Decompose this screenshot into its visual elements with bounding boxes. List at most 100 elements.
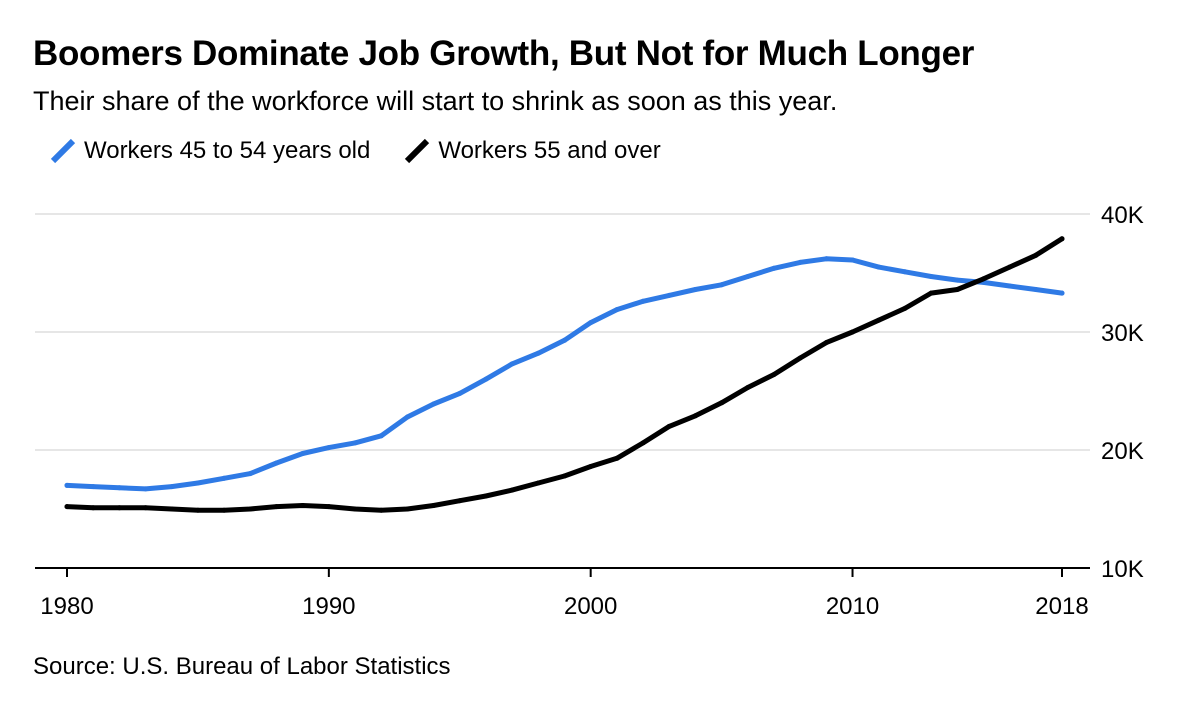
series-1-point-1983 <box>143 505 149 511</box>
series-1-point-2009 <box>823 340 829 346</box>
series-1-point-1993 <box>404 506 410 512</box>
series-0-point-2002 <box>640 298 646 304</box>
series-0-point-1983 <box>143 486 149 492</box>
series-1-point-2013 <box>928 290 934 296</box>
series-0-point-1986 <box>221 475 227 481</box>
series-0-point-1994 <box>431 401 437 407</box>
series-0-point-2010 <box>850 257 855 263</box>
series-1-point-2017 <box>1033 252 1039 258</box>
series-1-point-2005 <box>719 400 725 406</box>
series-1-point-2004 <box>692 413 698 419</box>
series-1-point-1981 <box>90 505 96 511</box>
legend-item-45-54: Workers 45 to 54 years old <box>50 137 370 165</box>
series-0-point-2007 <box>771 265 777 271</box>
series-1-point-2002 <box>640 440 646 446</box>
series-0-point-1985 <box>195 480 201 486</box>
series-1-point-1982 <box>116 505 122 511</box>
series-0-point-2005 <box>719 282 725 288</box>
y-tick-label-0: 40K <box>1101 202 1144 229</box>
series-1-point-1980 <box>64 504 70 510</box>
series-0-point-1984 <box>169 484 175 490</box>
series-0-point-2018 <box>1059 290 1065 296</box>
series-0-point-2008 <box>797 259 803 265</box>
series-1-point-2006 <box>745 385 751 390</box>
series-0-point-1981 <box>90 484 96 490</box>
axis-layer: 40K 30K 20K 10K 1980 1990 2000 2010 2018 <box>35 202 1144 620</box>
series-0-point-2006 <box>745 274 751 279</box>
series-1-point-1992 <box>378 507 384 513</box>
series-0-point-1990 <box>326 445 332 451</box>
series-1-point-1987 <box>247 506 253 512</box>
series-0-point-1997 <box>509 361 515 367</box>
series-0-point-2009 <box>823 256 829 262</box>
series-0-point-2013 <box>928 274 934 279</box>
series-0-point-1999 <box>562 337 567 343</box>
series-1-point-1986 <box>221 507 227 513</box>
series-0-point-2016 <box>1007 283 1013 289</box>
series-0-point-2011 <box>876 264 882 270</box>
series-1-point-1997 <box>509 487 515 493</box>
series-1-point-1994 <box>431 503 437 508</box>
series-0-point-1998 <box>535 350 541 356</box>
x-tick-label-4: 2018 <box>1035 593 1088 620</box>
y-tick-label-1: 30K <box>1101 320 1144 347</box>
series-1-point-2001 <box>614 455 620 461</box>
legend-item-55-over: Workers 55 and over <box>404 137 661 165</box>
legend-label-45-54: Workers 45 to 54 years old <box>84 137 371 164</box>
series-1-point-1988 <box>274 504 279 510</box>
grid-layer <box>35 213 1090 451</box>
series-0-point-1993 <box>404 414 410 420</box>
series-1-point-1990 <box>326 504 332 510</box>
chart-subtitle: Their share of the workforce will start … <box>33 86 838 116</box>
series-1-point-2018 <box>1059 236 1065 242</box>
series-0-point-2014 <box>954 277 960 283</box>
series-0-point-2017 <box>1033 287 1039 292</box>
series-1-point-2010 <box>850 329 855 335</box>
series-0-point-1987 <box>247 471 253 477</box>
series-0-point-2012 <box>902 269 908 275</box>
chart-source: Source: U.S. Bureau of Labor Statistics <box>33 653 451 680</box>
y-tick-label-3: 10K <box>1101 556 1144 583</box>
y-tick-label-2: 20K <box>1101 438 1144 465</box>
series-1-point-2014 <box>954 287 960 292</box>
series-0-point-2000 <box>588 320 594 326</box>
series-0-point-1989 <box>300 451 306 456</box>
series-0-point-1996 <box>483 376 489 382</box>
chart-title: Boomers Dominate Job Growth, But Not for… <box>33 34 975 73</box>
series-1-point-1985 <box>195 507 201 513</box>
series-0-point-1982 <box>116 485 122 491</box>
series-1-point-1989 <box>300 503 306 508</box>
series-1-point-2015 <box>980 276 986 282</box>
legend-swatch-55-over <box>405 138 430 164</box>
x-tick-label-1: 1990 <box>302 593 355 620</box>
series-1-point-2011 <box>876 317 882 323</box>
series-0-point-1992 <box>378 433 384 439</box>
series-1-point-2003 <box>666 423 672 429</box>
legend-label-55-over: Workers 55 and over <box>438 137 661 164</box>
x-tick-label-3: 2010 <box>826 593 879 620</box>
series-line-1 <box>64 236 1065 513</box>
series-0-point-2003 <box>666 292 672 298</box>
x-tick-label-2: 2000 <box>564 593 617 620</box>
chart-legend: Workers 45 to 54 years old Workers 55 an… <box>50 137 695 165</box>
series-line-0 <box>64 256 1065 492</box>
series-1-point-2012 <box>902 305 908 311</box>
series-1-point-1984 <box>169 506 175 512</box>
series-1-point-2008 <box>797 355 803 361</box>
series-layer <box>64 236 1065 513</box>
series-1-point-1996 <box>483 493 489 499</box>
series-1-point-2007 <box>771 372 777 377</box>
series-1-point-2000 <box>588 464 594 469</box>
series-1-point-1999 <box>562 473 567 479</box>
x-tick-label-0: 1980 <box>40 593 93 620</box>
series-1-point-1991 <box>352 506 358 512</box>
series-0-point-1991 <box>352 440 358 446</box>
series-1-point-2016 <box>1007 264 1013 270</box>
series-0-point-2001 <box>614 307 620 313</box>
series-0-point-1988 <box>274 460 279 466</box>
series-0-point-2004 <box>692 287 698 292</box>
series-1-point-1998 <box>535 480 541 486</box>
series-1-point-1995 <box>457 498 463 504</box>
series-0-point-1995 <box>457 390 463 396</box>
